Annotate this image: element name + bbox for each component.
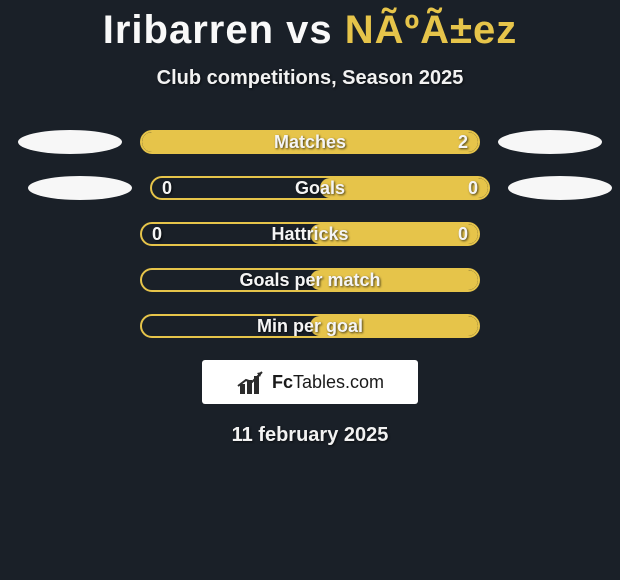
stat-label: Goals per match [239, 270, 380, 291]
stat-row: Matches 2 [0, 130, 620, 154]
stat-left-value: 0 [152, 224, 162, 245]
stat-bar: 0 Hattricks 0 [140, 222, 480, 246]
brand-suffix: Tables.com [293, 372, 384, 392]
stat-label: Hattricks [271, 224, 348, 245]
subtitle: Club competitions, Season 2025 [0, 67, 620, 90]
stat-bar: Matches 2 [140, 130, 480, 154]
comparison-title: Iribarren vs NÃºÃ±ez [0, 0, 620, 53]
stat-bar: Goals per match [140, 268, 480, 292]
brand-prefix: Fc [272, 372, 293, 392]
brand-chart-icon [236, 370, 266, 394]
stat-right-value: 2 [458, 132, 468, 153]
stat-bar: Min per goal [140, 314, 480, 338]
bar-fill [320, 178, 488, 198]
stat-bar: 0 Goals 0 [150, 176, 490, 200]
right-ellipse [498, 130, 602, 154]
stat-label: Matches [274, 132, 346, 153]
stat-row: Min per goal [0, 314, 620, 338]
stat-right-value: 0 [458, 224, 468, 245]
player2-name: NÃºÃ±ez [345, 8, 517, 52]
stat-row: 0 Hattricks 0 [0, 222, 620, 246]
left-ellipse [28, 176, 132, 200]
stat-row: 0 Goals 0 [0, 176, 620, 200]
date-text: 11 february 2025 [0, 424, 620, 447]
stat-left-value: 0 [162, 178, 172, 199]
brand-text: FcTables.com [272, 372, 384, 393]
stat-label: Min per goal [257, 316, 363, 337]
vs-text: vs [286, 8, 333, 52]
left-ellipse [18, 130, 122, 154]
stat-label: Goals [295, 178, 345, 199]
stat-row: Goals per match [0, 268, 620, 292]
right-ellipse [508, 176, 612, 200]
player1-name: Iribarren [103, 8, 274, 52]
stats-container: Matches 2 0 Goals 0 0 Hattricks 0 Goals per matc… [0, 130, 620, 338]
brand-badge: FcTables.com [202, 360, 418, 404]
stat-right-value: 0 [468, 178, 478, 199]
